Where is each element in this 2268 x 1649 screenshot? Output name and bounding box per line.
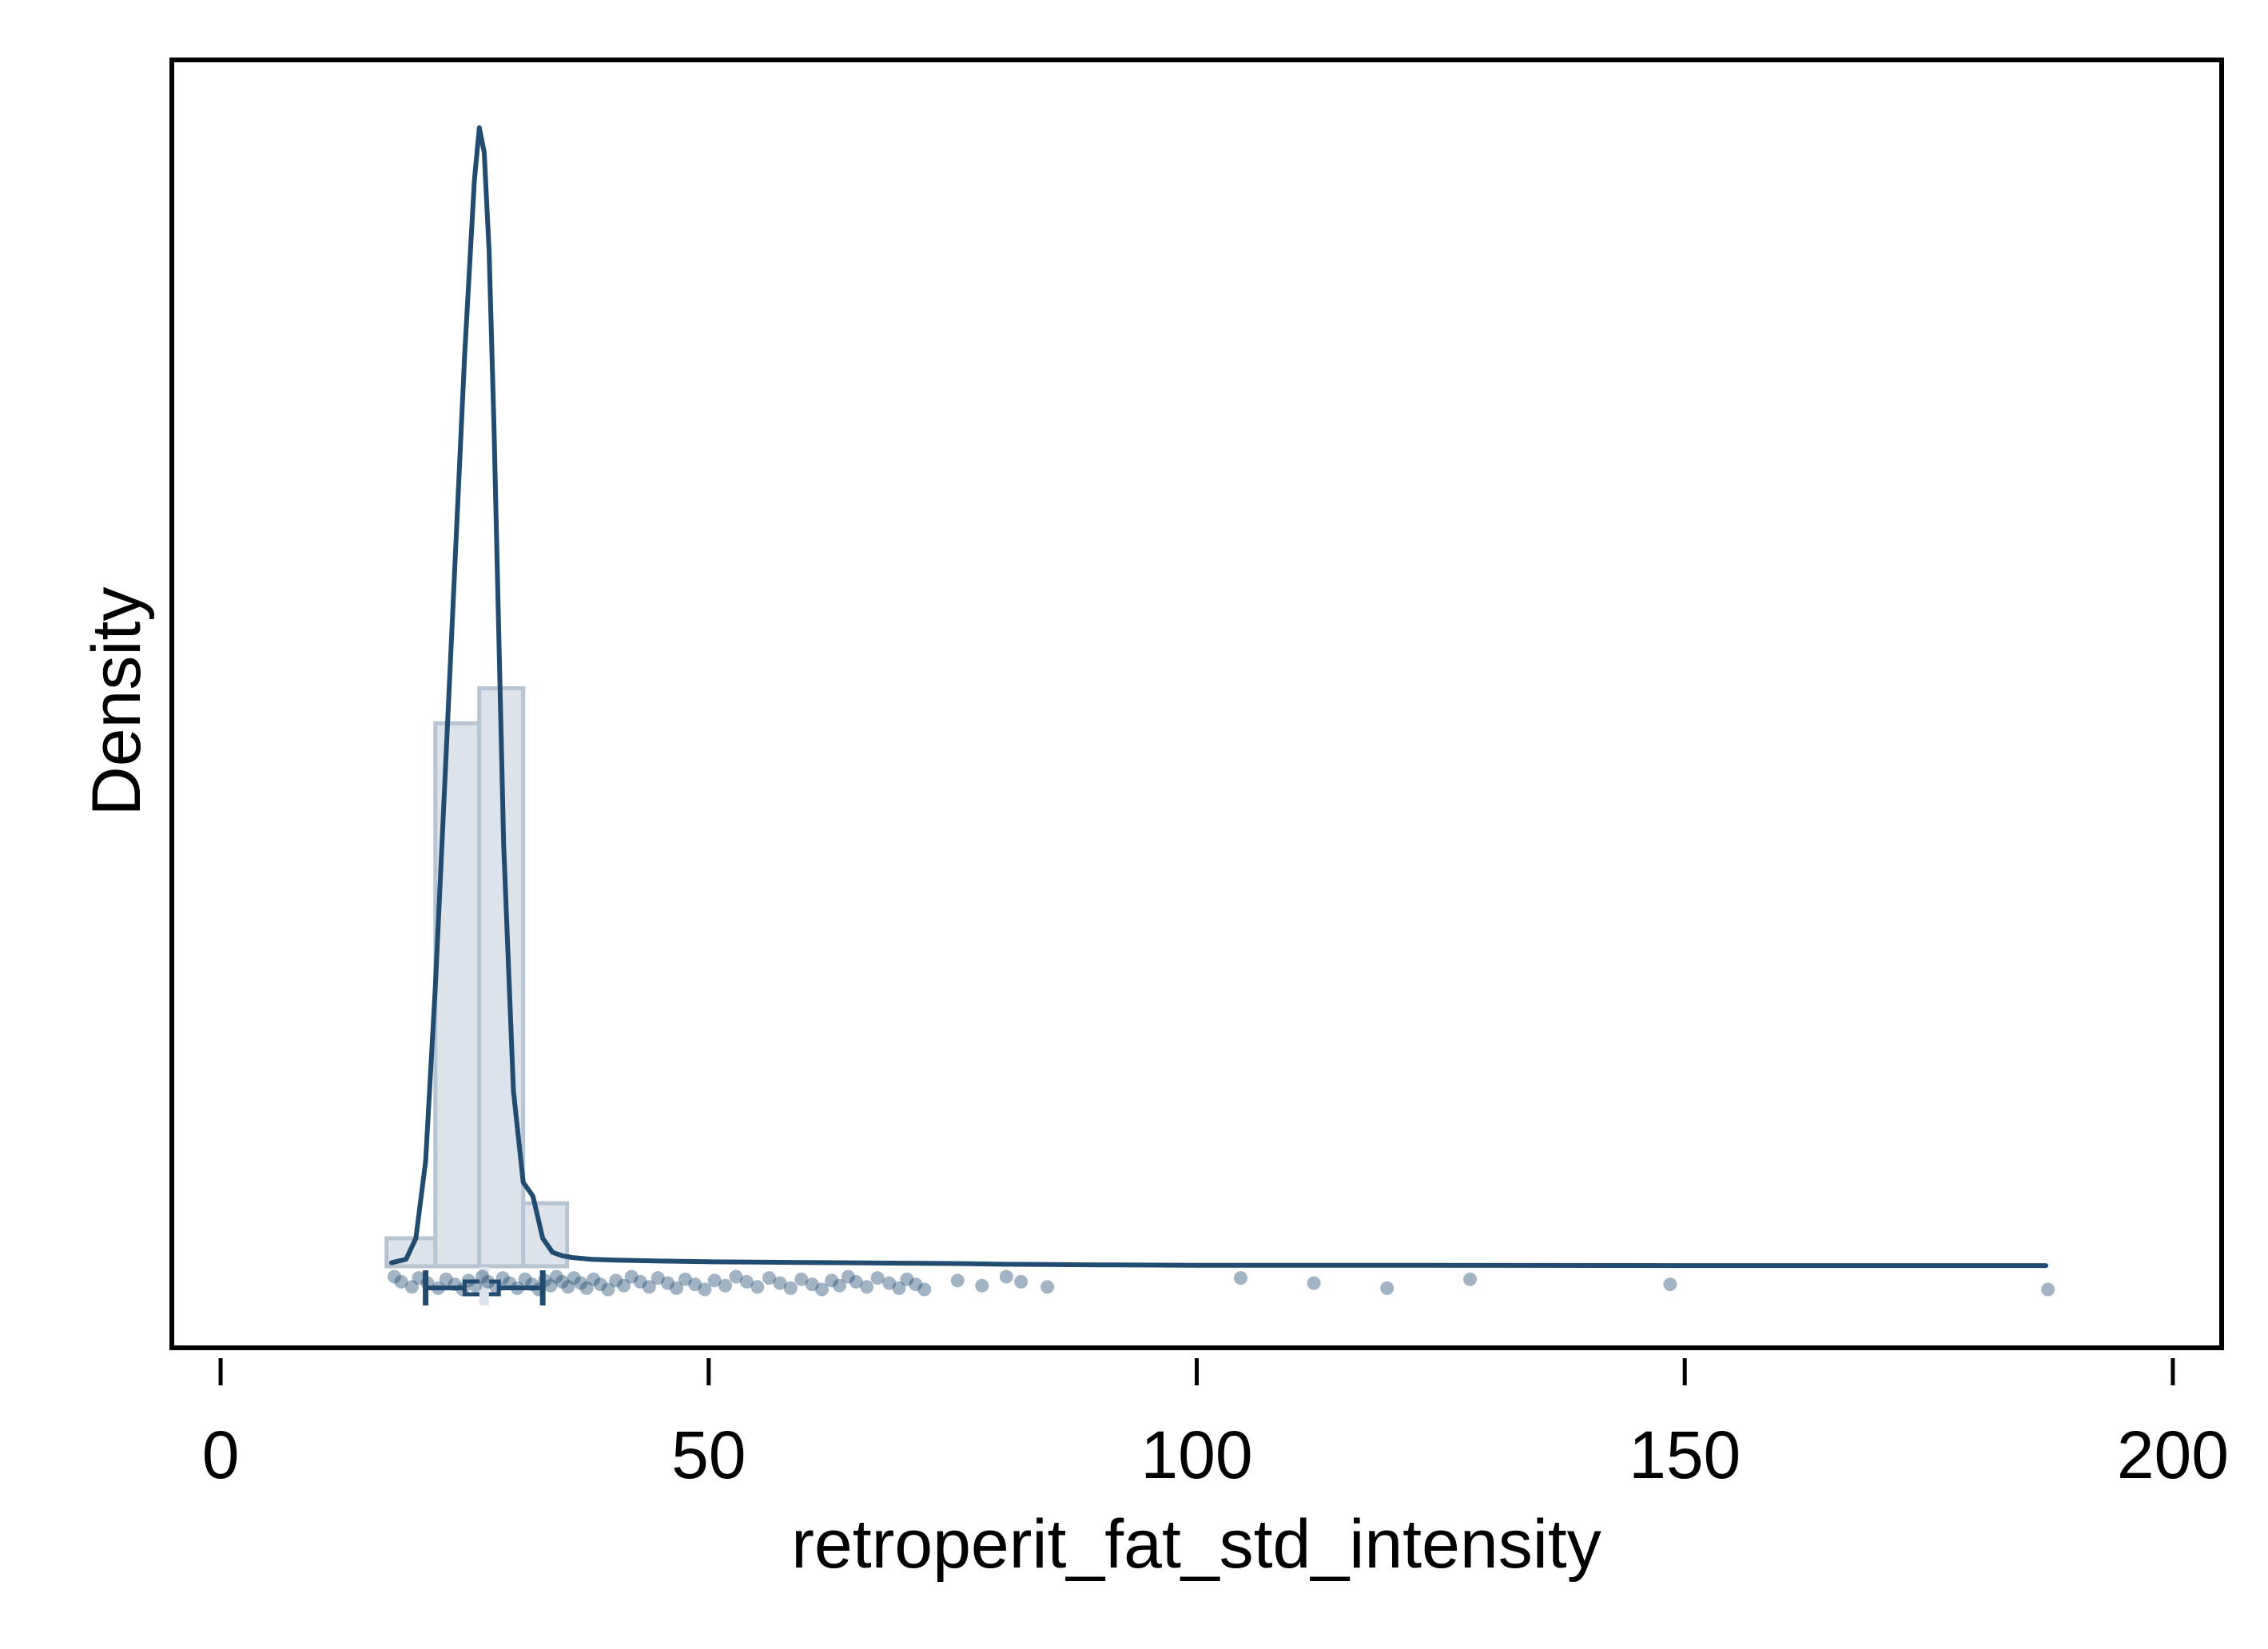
rug-point: [420, 1276, 435, 1290]
rug-point: [805, 1277, 819, 1292]
rug-point: [762, 1271, 777, 1285]
boxplot-group: [423, 1267, 546, 1305]
rug-point: [849, 1274, 863, 1289]
rug-point: [574, 1276, 588, 1290]
rug-point: [456, 1282, 470, 1297]
rug-point: [587, 1272, 601, 1286]
x-axis-title: retroperit_fat_std_intensity: [791, 1506, 1601, 1583]
rug-point: [1463, 1272, 1477, 1286]
rug-point: [794, 1272, 809, 1286]
rug-point: [1233, 1271, 1247, 1285]
rug-point: [882, 1276, 897, 1290]
x-tick-label: 200: [2117, 1417, 2229, 1492]
rug-point: [543, 1278, 558, 1293]
rug-point: [495, 1271, 510, 1285]
rug-point: [651, 1271, 665, 1285]
kde-density-line: [388, 125, 2049, 1269]
rug-point: [525, 1277, 539, 1292]
rug-point: [2041, 1282, 2055, 1297]
rug-point: [518, 1272, 532, 1286]
rug-point: [617, 1278, 631, 1293]
rug-point: [1014, 1274, 1029, 1289]
rug-point: [832, 1278, 846, 1293]
y-axis-title: Density: [78, 587, 155, 817]
rug-point: [870, 1271, 885, 1285]
rug-point: [660, 1276, 674, 1290]
rug-point: [707, 1274, 722, 1288]
plot-frame: [169, 58, 2224, 1350]
rug-point: [1663, 1277, 1677, 1292]
rug-point: [387, 1270, 401, 1284]
rug-point: [718, 1278, 733, 1293]
rug-point: [510, 1281, 524, 1295]
rug-point: [678, 1272, 692, 1286]
rug-point: [394, 1274, 408, 1289]
rug-point: [783, 1281, 798, 1295]
histogram-bars-group: [384, 686, 570, 1269]
rug-point: [448, 1277, 462, 1292]
rug-point: [538, 1274, 552, 1288]
rug-point: [950, 1274, 965, 1288]
rug-point: [975, 1278, 989, 1293]
rug-point: [892, 1281, 906, 1295]
rug-point: [1380, 1281, 1395, 1295]
rug-point: [909, 1277, 923, 1292]
x-tick-label: 50: [671, 1417, 746, 1492]
kde-curve-group: [388, 125, 2049, 1269]
rug-point: [439, 1272, 453, 1286]
rug-point: [431, 1281, 445, 1295]
rug-point: [999, 1270, 1013, 1284]
rug-point: [555, 1274, 570, 1289]
rug-point: [688, 1277, 702, 1292]
rug-point: [773, 1276, 787, 1290]
rug-point: [549, 1270, 563, 1284]
rug-point: [412, 1271, 426, 1285]
rug-point: [814, 1282, 829, 1297]
rug-point: [633, 1274, 647, 1289]
x-tick-label: 100: [1140, 1417, 1252, 1492]
rug-point: [593, 1277, 607, 1292]
x-axis-ticks-group: 0 50 100 150 200: [202, 1358, 2229, 1492]
rug-point: [750, 1280, 765, 1294]
rug-point: [609, 1274, 623, 1288]
rug-point: [567, 1271, 581, 1285]
rug-point: [468, 1278, 483, 1293]
rug-point: [917, 1282, 932, 1297]
rug-point: [624, 1270, 639, 1284]
rug-point: [669, 1281, 683, 1295]
rug-point: [739, 1274, 754, 1289]
rug-point: [1040, 1280, 1055, 1294]
rug-point: [601, 1282, 615, 1297]
x-tick-label: 0: [202, 1417, 240, 1492]
rug-point: [900, 1272, 914, 1286]
rug-point: [642, 1280, 656, 1294]
rug-points-group: [387, 1270, 2055, 1297]
rug-point: [841, 1270, 855, 1284]
rug-point: [475, 1270, 489, 1284]
rug-point: [825, 1274, 839, 1288]
rug-point: [404, 1280, 419, 1294]
rug-point: [561, 1280, 575, 1294]
rug-point: [1307, 1276, 1321, 1290]
x-tick-label: 150: [1629, 1417, 1741, 1492]
rug-point: [481, 1274, 495, 1289]
rug-point: [489, 1280, 503, 1294]
rug-point: [579, 1281, 594, 1295]
rug-point: [531, 1282, 546, 1297]
rug-point: [698, 1282, 712, 1297]
rug-point: [503, 1276, 517, 1290]
rug-point: [461, 1274, 475, 1288]
rug-point: [729, 1270, 743, 1284]
rug-point: [860, 1280, 874, 1294]
